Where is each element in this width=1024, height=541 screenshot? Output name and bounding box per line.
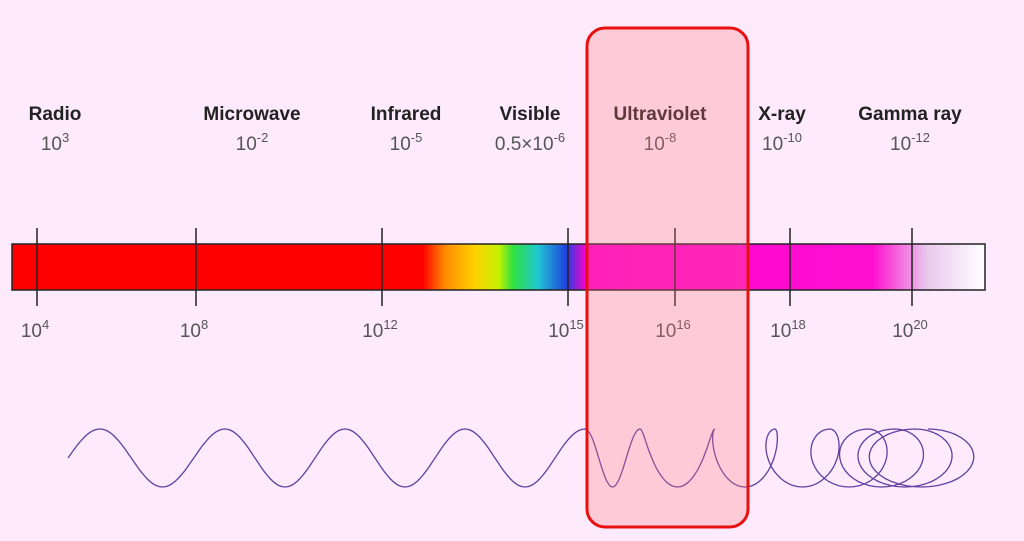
exponent: -6 — [554, 130, 566, 145]
exponent: 3 — [62, 130, 69, 145]
band-name: Radio — [29, 104, 82, 125]
band-name: Visible — [500, 104, 561, 125]
exponent: -8 — [665, 130, 677, 145]
highlight-box — [585, 26, 750, 529]
base: 10 — [762, 134, 783, 155]
power-label: 10-2 — [236, 130, 269, 155]
base: 10 — [655, 321, 676, 342]
band-name: Ultraviolet — [614, 104, 708, 125]
power-label: 10-12 — [890, 130, 930, 155]
base: 10 — [236, 134, 257, 155]
exponent: 4 — [42, 317, 49, 332]
base: 10 — [41, 134, 62, 155]
exponent: 12 — [383, 317, 397, 332]
power-label: 104 — [21, 317, 49, 342]
exponent: 16 — [676, 317, 690, 332]
base: 10 — [644, 134, 665, 155]
power-label: 103 — [41, 130, 69, 155]
base: 10 — [890, 134, 911, 155]
power-label: 1016 — [655, 317, 691, 342]
power-label: 10-5 — [390, 130, 423, 155]
band-name: X-ray — [758, 104, 806, 125]
power-label: 1020 — [892, 317, 928, 342]
exponent: 20 — [913, 317, 927, 332]
base: 10 — [390, 134, 411, 155]
base: 10 — [362, 321, 383, 342]
base: 10 — [548, 321, 569, 342]
spectrum-bar — [11, 243, 986, 291]
exponent: -12 — [911, 130, 930, 145]
power-label: 10-10 — [762, 130, 802, 155]
band-name: Infrared — [371, 104, 442, 125]
power-label: 10-8 — [644, 130, 677, 155]
base: 10 — [892, 321, 913, 342]
power-label: 108 — [180, 317, 208, 342]
base: 10 — [770, 321, 791, 342]
power-label: 0.5×10-6 — [495, 130, 565, 155]
power-label: 1012 — [362, 317, 398, 342]
wave — [67, 428, 975, 488]
exponent: 8 — [201, 317, 208, 332]
exponent: 18 — [791, 317, 805, 332]
exponent: 15 — [569, 317, 583, 332]
power-label: 1018 — [770, 317, 806, 342]
band-name: Gamma ray — [858, 104, 962, 125]
band-name: Microwave — [203, 104, 300, 125]
exponent: -10 — [783, 130, 802, 145]
base: 10 — [180, 321, 201, 342]
power-label: 1015 — [548, 317, 584, 342]
exponent: -5 — [411, 130, 423, 145]
exponent: -2 — [257, 130, 269, 145]
base: 0.5×10 — [495, 134, 554, 155]
base: 10 — [21, 321, 42, 342]
